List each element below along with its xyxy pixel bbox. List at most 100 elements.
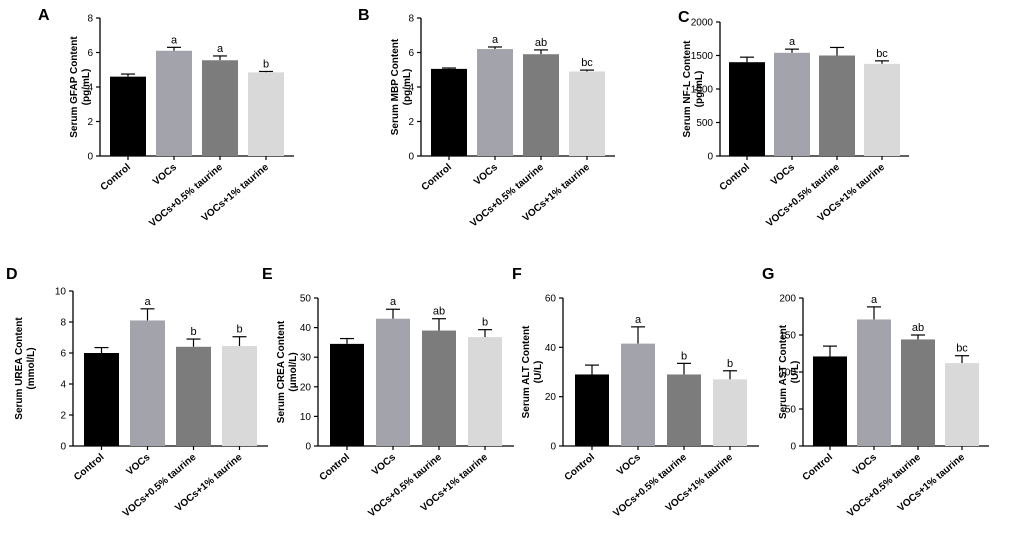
panel-c-bar-control <box>729 62 765 157</box>
panel-a-y-tick-label: 2 <box>87 117 93 128</box>
panel-g-y-tick-label: 0 <box>790 442 796 453</box>
panel-a-letter: A <box>38 7 50 24</box>
panel-c-bar-vocs <box>774 52 810 156</box>
panel-e-y-tick-label: 20 <box>300 382 312 393</box>
panel-c-y-tick-label: 1000 <box>691 85 714 96</box>
panel-d-letter: D <box>6 266 18 283</box>
panel-e-y-axis-title: Serum CREA Content <box>276 320 287 423</box>
panel-a-x-tick-label-vocs: VOCs <box>151 162 179 188</box>
panel-g-bar-vocs-1-taurine <box>945 363 979 446</box>
panel-d-sig-label-vocs-1-taurine: b <box>236 324 242 336</box>
panel-f-letter: F <box>512 266 522 283</box>
panel-b-sig-label-vocs-1-taurine: bc <box>581 57 593 69</box>
panel-e-bar-vocs-0-5-taurine <box>422 330 456 446</box>
panel-b-y-tick-label: 0 <box>408 152 414 163</box>
panel-g-y-axis-title: Serum AST Content <box>778 324 789 419</box>
panel-c-x-tick-label-control: Control <box>718 162 752 193</box>
panel-f-bar-vocs <box>621 343 655 446</box>
panel-c-sig-label-vocs: a <box>789 36 796 48</box>
panel-d-y-axis-unit: (mmol/L) <box>26 347 37 389</box>
panel-g-bar-control <box>813 356 847 446</box>
panel-b-sig-label-vocs: a <box>492 34 499 46</box>
panel-b-bar-control <box>431 68 467 156</box>
panel-f-sig-label-vocs: a <box>635 314 642 326</box>
panel-b-letter: B <box>358 7 370 24</box>
panel-a-y-tick-label: 0 <box>87 152 93 163</box>
panel-b-y-tick-label: 4 <box>408 83 414 94</box>
panel-a-y-tick-label: 6 <box>87 48 93 59</box>
panel-a-bar-control <box>110 76 146 156</box>
panel-f-y-tick-label: 20 <box>545 392 557 403</box>
panel-e-y-tick-label: 10 <box>300 412 312 423</box>
panel-e-y-tick-label: 40 <box>300 323 312 334</box>
panel-g-sig-label-vocs-1-taurine: bc <box>956 343 968 355</box>
panel-g-x-tick-label-control: Control <box>801 452 835 483</box>
panel-d-x-tick-label-control: Control <box>72 452 106 483</box>
panel-g-x-tick-label-vocs: VOCs <box>851 452 879 478</box>
panel-d-sig-label-vocs: a <box>144 296 151 308</box>
panel-c-letter: C <box>678 9 690 26</box>
panel-g-bar-vocs-0-5-taurine <box>901 339 935 446</box>
panel-a-sig-label-vocs-1-taurine: b <box>263 58 269 70</box>
panel-f-y-axis-unit: (U/L) <box>533 361 544 384</box>
panel-a-x-tick-label-control: Control <box>99 162 133 193</box>
panel-a-bar-vocs <box>156 50 192 156</box>
panel-d-sig-label-vocs-0-5-taurine: b <box>190 326 196 338</box>
panel-e-sig-label-vocs-0-5-taurine: ab <box>433 306 445 318</box>
panel-b-y-tick-label: 8 <box>408 14 414 25</box>
panel-g-y-tick-label: 150 <box>779 331 796 342</box>
panel-c-x-tick-label-vocs: VOCs <box>769 162 797 188</box>
panel-e-bar-vocs-1-taurine <box>468 337 502 446</box>
panel-f-bar-vocs-0-5-taurine <box>667 374 701 446</box>
panel-e-bar-vocs <box>376 318 410 446</box>
panel-b-bar-vocs-1-taurine <box>569 71 605 156</box>
panel-c-y-tick-label: 1500 <box>691 51 714 62</box>
panel-d-bar-vocs-0-5-taurine <box>176 346 211 446</box>
panel-g-sig-label-vocs-0-5-taurine: ab <box>912 322 924 334</box>
panel-e-bar-control <box>330 343 364 446</box>
panel-f-y-tick-label: 40 <box>545 343 557 354</box>
panel-e-y-axis-unit: (μmol/L) <box>288 352 299 391</box>
panel-f-sig-label-vocs-0-5-taurine: b <box>681 350 687 362</box>
panel-a-bar-vocs-0-5-taurine <box>202 60 238 157</box>
panel-b-bar-vocs <box>477 49 513 156</box>
panel-d-y-tick-label: 2 <box>60 411 66 422</box>
panel-f-bar-vocs-1-taurine <box>713 379 747 446</box>
panel-e-letter: E <box>262 266 273 283</box>
panel-g-x-tick-label-vocs-0-5-taurine: VOCs+0.5% taurine <box>845 452 923 520</box>
panel-c-y-axis-title: Serum NF-L Content <box>682 40 693 138</box>
panel-e-y-tick-label: 30 <box>300 353 312 364</box>
panel-a-y-tick-label: 4 <box>87 83 93 94</box>
panel-b-x-tick-label-vocs: VOCs <box>472 162 500 188</box>
panel-d-y-tick-label: 4 <box>60 380 66 391</box>
panel-f-y-tick-label: 60 <box>545 294 557 305</box>
panel-d-y-tick-label: 10 <box>55 287 67 298</box>
panel-d-y-axis-title: Serum UREA Content <box>14 317 25 420</box>
panel-e-sig-label-vocs: a <box>390 296 397 308</box>
panel-g-bar-vocs <box>857 319 891 446</box>
panel-d-y-tick-label: 0 <box>60 442 66 453</box>
panel-c-y-tick-label: 0 <box>707 152 713 163</box>
panel-b-y-tick-label: 2 <box>408 117 414 128</box>
panel-g-y-tick-label: 200 <box>779 294 796 305</box>
panel-d-bar-vocs-1-taurine <box>222 346 257 446</box>
panel-f-bar-control <box>575 374 609 446</box>
panel-b-bar-vocs-0-5-taurine <box>523 54 559 156</box>
panel-f-x-tick-label-control: Control <box>563 452 597 483</box>
panel-c-y-tick-label: 2000 <box>691 18 714 29</box>
panel-b-y-axis-unit: (pg/mL) <box>402 69 413 106</box>
panel-e-x-tick-label-control: Control <box>318 452 352 483</box>
panel-d-y-tick-label: 6 <box>60 349 66 360</box>
panel-g-y-axis-unit: (U/L) <box>790 361 801 384</box>
panel-e-x-tick-label-vocs: VOCs <box>370 452 398 478</box>
panel-b-y-tick-label: 6 <box>408 48 414 59</box>
panel-a-y-tick-label: 8 <box>87 14 93 25</box>
panel-d-bar-vocs <box>130 320 165 446</box>
panel-e-y-tick-label: 50 <box>300 294 312 305</box>
panel-f-x-tick-label-vocs: VOCs <box>615 452 643 478</box>
panel-d-x-tick-label-vocs: VOCs <box>124 452 152 478</box>
panel-a-y-axis-unit: (pg/mL) <box>81 69 92 106</box>
panel-c-sig-label-vocs-1-taurine: bc <box>876 48 888 60</box>
panel-g-y-tick-label: 50 <box>785 405 797 416</box>
